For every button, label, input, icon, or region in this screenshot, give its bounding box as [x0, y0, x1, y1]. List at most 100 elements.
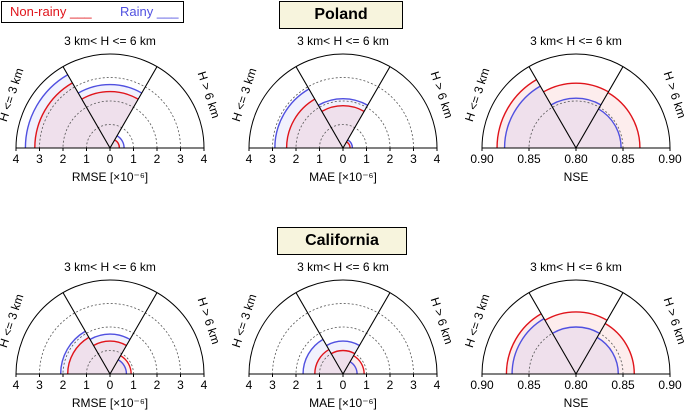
sector-label-right: H > 6 km	[428, 296, 456, 346]
arc-non-rainy-high	[120, 355, 132, 375]
grid-ring	[272, 303, 414, 375]
area-rainy-0	[25, 74, 110, 148]
outer-arc	[248, 53, 438, 149]
tick-label: 2	[387, 152, 394, 166]
tick-label: 4	[201, 152, 208, 166]
tick-label: 1	[363, 152, 370, 166]
area-rainy-1	[551, 98, 601, 148]
tick-label: 4	[201, 378, 208, 392]
arc-rainy-low	[274, 88, 310, 149]
arc-rainy-high	[598, 108, 622, 149]
grid-ring	[295, 100, 391, 149]
sector-label-right: H > 6 km	[661, 296, 685, 346]
tick-label: 3	[269, 152, 276, 166]
tick-label: 0.90	[658, 152, 682, 166]
arc-non-rainy-mid	[330, 349, 356, 355]
area-non-rainy-1	[93, 341, 127, 374]
sector-divider	[62, 66, 111, 149]
outer-arc	[481, 279, 671, 375]
sector-label-middle: 3 km< H <= 6 km	[297, 34, 389, 48]
arc-rainy-mid	[550, 97, 602, 106]
arc-rainy-low	[59, 330, 86, 375]
tick-label: 3	[269, 378, 276, 392]
tick-label: 0.90	[658, 378, 682, 392]
grid-ring	[86, 124, 134, 149]
axis-label: MAE [×10⁻⁶]	[309, 396, 377, 410]
tick-label: 0.90	[470, 152, 494, 166]
tick-label: 2	[293, 152, 300, 166]
tick-label: 0.85	[611, 152, 635, 166]
arc-non-rainy-mid	[81, 90, 139, 100]
tick-label: 4	[246, 152, 253, 166]
area-non-rainy-1	[81, 91, 139, 148]
tick-label: 1	[83, 378, 90, 392]
grid-ring	[528, 100, 624, 149]
sector-label-right: H > 6 km	[195, 296, 223, 346]
tick-label: 0.80	[564, 152, 588, 166]
arc-non-rainy-mid	[543, 82, 609, 93]
arc-rainy-low	[302, 338, 324, 375]
chart-poland-nse: 0.90 0.85 0.80 0.85 0.90 NSE 3 km< H <= 6 km H …	[462, 34, 685, 184]
tick-label: 2	[387, 378, 394, 392]
outer-arc	[248, 279, 438, 375]
sector-divider	[575, 292, 624, 375]
tick-label: 3	[177, 152, 184, 166]
grid-ring	[39, 77, 181, 149]
arc-non-rainy-high	[607, 92, 641, 149]
sector-divider	[109, 66, 158, 149]
tick-label: 4	[13, 152, 20, 166]
arc-rainy-low	[24, 74, 69, 149]
arc-non-rainy-low	[285, 98, 316, 149]
area-non-rainy-1	[543, 83, 609, 148]
legend-rainy: Rainy ___	[120, 4, 179, 19]
tick-label: 1	[130, 378, 137, 392]
arc-rainy-mid	[317, 98, 369, 106]
tick-label: 0	[340, 152, 347, 166]
arc-non-rainy-mid	[321, 105, 365, 112]
legend: Non-rainy ___ Rainy ___	[1, 1, 184, 23]
tick-label: 2	[60, 152, 67, 166]
tick-label: 3	[410, 152, 417, 166]
tick-label: 4	[434, 152, 441, 166]
arc-non-rainy-low	[314, 348, 330, 375]
tick-label: 4	[246, 378, 253, 392]
arc-non-rainy-low	[34, 82, 73, 149]
axis-label: MAE [×10⁻⁶]	[309, 170, 377, 184]
tick-label: 0.80	[564, 378, 588, 392]
tick-label: 3	[36, 378, 43, 392]
tick-label: 0.85	[611, 378, 635, 392]
sector-label-middle: 3 km< H <= 6 km	[64, 260, 156, 274]
arc-non-rainy-low	[496, 79, 537, 149]
arc-non-rainy-mid	[93, 340, 127, 347]
tick-label: 1	[130, 152, 137, 166]
sector-divider	[62, 292, 111, 375]
arc-rainy-high	[117, 359, 128, 375]
sector-divider	[575, 66, 624, 149]
grid-ring	[39, 303, 181, 375]
region-title-poland: Poland	[279, 1, 403, 29]
sector-divider	[295, 66, 344, 149]
arc-rainy-mid	[552, 326, 600, 334]
sector-divider	[295, 292, 344, 375]
grid-ring	[62, 100, 158, 149]
grid-ring	[62, 326, 158, 375]
sector-label-right: H > 6 km	[195, 70, 223, 120]
axis-label: NSE	[564, 170, 589, 184]
arc-rainy-low	[511, 318, 545, 375]
grid-ring	[319, 124, 367, 149]
arc-non-rainy-mid	[544, 311, 608, 321]
axis-label: RMSE [×10⁻⁶]	[72, 396, 148, 410]
area-rainy-1	[90, 334, 130, 374]
outer-arc	[15, 279, 205, 375]
tick-label: 1	[316, 152, 323, 166]
grid-ring	[295, 326, 391, 375]
arc-non-rainy-high	[353, 355, 365, 375]
sector-label-middle: 3 km< H <= 6 km	[530, 260, 622, 274]
sector-label-right: H > 6 km	[661, 70, 685, 120]
area-non-rainy-1	[321, 105, 365, 148]
tick-label: 2	[154, 378, 161, 392]
